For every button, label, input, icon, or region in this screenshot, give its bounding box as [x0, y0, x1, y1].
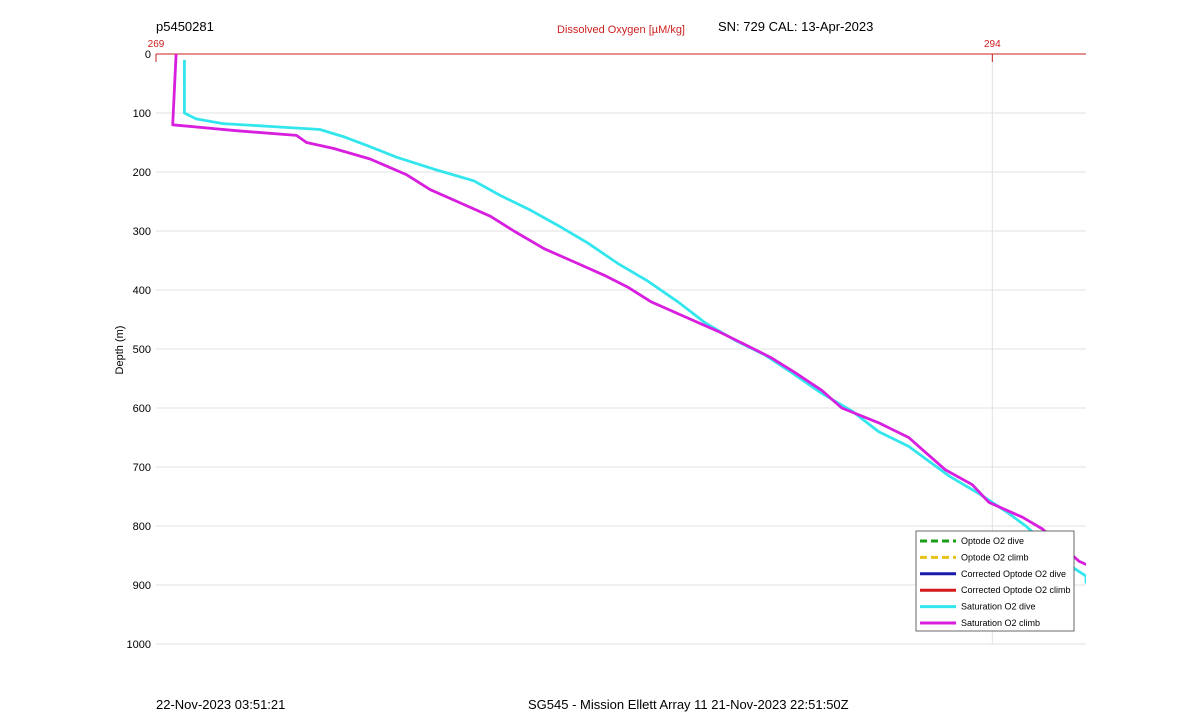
y-tick-label: 500 [133, 344, 151, 356]
sensor-info: SN: 729 CAL: 13-Apr-2023 [718, 19, 873, 34]
x-tick-label: 294 [984, 39, 1001, 50]
x-axis-label: Dissolved Oxygen [µM/kg] [557, 24, 685, 36]
y-tick-label: 100 [133, 108, 151, 120]
x-tick-labels: 269 294 [148, 39, 1001, 62]
plot-id: p5450281 [156, 19, 214, 34]
legend: Optode O2 dive Optode O2 climb Corrected O… [915, 530, 1075, 632]
saturation-o2-climb-line [171, 54, 1086, 566]
y-tick-labels: 0 100 200 300 400 500 600 700 800 900 1000 [127, 49, 151, 651]
y-tick-label: 400 [133, 285, 151, 297]
y-tick-label: 700 [133, 462, 151, 474]
legend-box [915, 530, 1075, 632]
y-axis-label: Depth (m) [114, 326, 126, 375]
y-tick-label: 0 [145, 49, 151, 61]
legend-label: Saturation O2 climb [961, 618, 1040, 628]
footer-mission: SG545 - Mission Ellett Array 11 21-Nov-2… [528, 697, 849, 712]
y-tick-label: 300 [133, 226, 151, 238]
series-group [171, 54, 1086, 585]
legend-label: Corrected Optode O2 dive [961, 569, 1066, 579]
y-tick-label: 800 [133, 521, 151, 533]
y-tick-label: 1000 [127, 639, 151, 651]
footer-timestamp: 22-Nov-2023 03:51:21 [156, 697, 285, 712]
y-tick-label: 900 [133, 580, 151, 592]
y-tick-label: 600 [133, 403, 151, 415]
legend-label: Saturation O2 dive [961, 602, 1036, 612]
legend-label: Optode O2 dive [961, 536, 1024, 546]
x-tick-label: 269 [148, 39, 165, 50]
grid [156, 54, 1086, 645]
legend-label: Optode O2 climb [961, 552, 1029, 562]
y-tick-label: 200 [133, 167, 151, 179]
legend-label: Corrected Optode O2 climb [961, 585, 1071, 595]
